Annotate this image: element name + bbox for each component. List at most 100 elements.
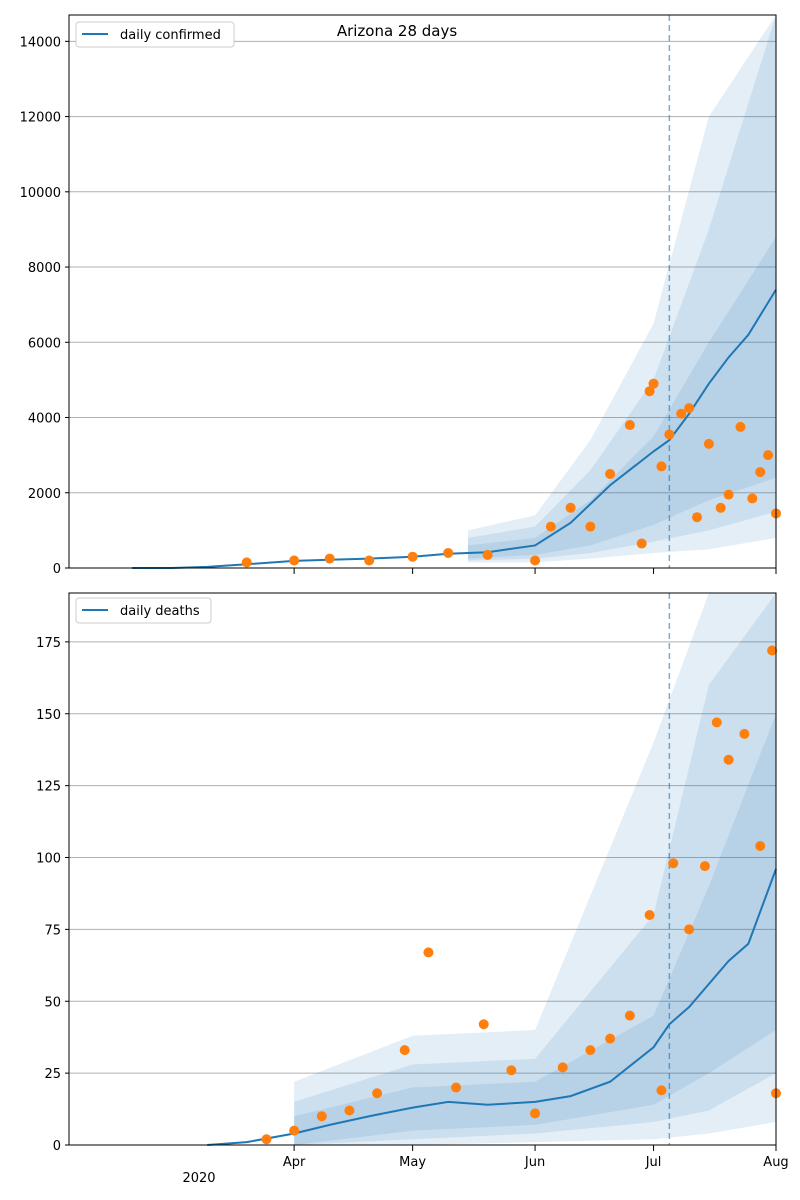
- data-point: [585, 521, 596, 532]
- bottom-frame: [68, 592, 777, 1146]
- bottom-legend: daily deaths: [75, 597, 212, 624]
- data-point: [664, 429, 675, 440]
- top-bands: [467, 15, 776, 563]
- data-point: [585, 1045, 596, 1056]
- ytick-label: 25: [44, 1067, 61, 1082]
- xtick-label: Apr: [283, 1155, 306, 1170]
- data-point: [506, 1065, 517, 1076]
- bottom-yticks: 0 25 50 75 100 125 150 175: [36, 636, 69, 1154]
- ytick-label: 14000: [20, 35, 61, 50]
- ytick-label: 175: [36, 636, 61, 651]
- ytick-label: 8000: [28, 261, 61, 276]
- ytick-label: 75: [44, 923, 61, 938]
- ytick-label: 4000: [28, 412, 61, 427]
- data-point: [605, 468, 616, 479]
- uncertainty-band: [467, 236, 776, 559]
- bottom-series-line: [207, 868, 777, 1146]
- bottom-panel: 0 25 50 75 100 125 150 175 Apr May Jun Jul Aug dail…: [36, 592, 789, 1186]
- data-point: [407, 551, 418, 562]
- top-panel: 0 2000 4000 6000 8000 10000 12000 14000 Arizona…: [20, 14, 781, 577]
- xtick-label: Jun: [524, 1155, 545, 1170]
- data-point: [711, 717, 722, 728]
- ytick-label: 125: [36, 780, 61, 795]
- data-point: [684, 403, 695, 414]
- data-point: [344, 1105, 355, 1116]
- bottom-xticks: Apr May Jun Jul Aug: [283, 1145, 789, 1170]
- data-point: [715, 502, 726, 513]
- top-legend: daily confirmed: [75, 21, 235, 48]
- data-point: [316, 1111, 327, 1122]
- data-point: [478, 1019, 489, 1030]
- data-point: [624, 420, 635, 431]
- data-point: [261, 1134, 272, 1145]
- data-point: [399, 1045, 410, 1056]
- data-point: [364, 555, 375, 566]
- data-point: [636, 538, 647, 549]
- data-point: [676, 408, 687, 419]
- ytick-label: 12000: [20, 111, 61, 126]
- data-point: [451, 1082, 462, 1093]
- data-point: [692, 512, 703, 523]
- top-series-line: [132, 289, 777, 569]
- data-point: [723, 489, 734, 500]
- uncertainty-band: [294, 713, 776, 1145]
- data-point: [699, 861, 710, 872]
- data-point: [703, 438, 714, 449]
- ytick-label: 0: [53, 1139, 61, 1154]
- data-point: [565, 502, 576, 513]
- ytick-label: 100: [36, 852, 61, 867]
- data-point: [241, 557, 252, 568]
- data-point: [763, 450, 774, 461]
- ytick-label: 10000: [20, 186, 61, 201]
- data-point: [605, 1033, 616, 1044]
- data-point: [624, 1010, 635, 1021]
- uncertainty-band: [294, 593, 776, 1145]
- ytick-label: 2000: [28, 487, 61, 502]
- top-points: [241, 378, 781, 568]
- data-point: [557, 1062, 568, 1073]
- data-point: [443, 547, 454, 558]
- bottom-legend-label: daily deaths: [120, 604, 200, 619]
- uncertainty-band: [467, 15, 776, 563]
- xtick-label: May: [399, 1155, 426, 1170]
- data-point: [482, 549, 493, 560]
- data-point: [735, 421, 746, 432]
- top-xticks: [293, 568, 777, 574]
- top-legend-label: daily confirmed: [120, 28, 221, 43]
- data-point: [668, 858, 679, 869]
- data-point: [372, 1088, 383, 1099]
- data-point: [747, 493, 758, 504]
- data-point: [767, 645, 778, 656]
- xtick-label: Aug: [763, 1155, 788, 1170]
- data-point: [530, 555, 541, 566]
- data-point: [648, 378, 659, 389]
- data-point: [723, 754, 734, 765]
- data-point: [289, 555, 300, 566]
- top-yticks: 0 2000 4000 6000 8000 10000 12000 14000: [20, 35, 69, 577]
- data-point: [755, 841, 766, 851]
- data-point: [644, 910, 655, 920]
- xtick-label: Jul: [645, 1155, 662, 1170]
- ytick-label: 150: [36, 708, 61, 723]
- data-point: [755, 467, 766, 478]
- uncertainty-band: [294, 593, 776, 1145]
- ytick-label: 0: [53, 562, 61, 577]
- data-point: [739, 728, 750, 739]
- data-point: [545, 521, 556, 532]
- data-point: [656, 1085, 667, 1096]
- year-label: 2020: [182, 1171, 215, 1186]
- bottom-bands: [294, 593, 776, 1145]
- data-point: [530, 1108, 541, 1119]
- ytick-label: 50: [44, 995, 61, 1010]
- top-frame: [68, 14, 777, 569]
- data-point: [684, 924, 695, 935]
- data-point: [644, 386, 655, 397]
- uncertainty-band: [467, 15, 776, 561]
- data-point: [656, 461, 667, 472]
- top-title: Arizona 28 days: [337, 22, 458, 40]
- data-point: [423, 947, 434, 958]
- data-point: [324, 553, 335, 564]
- data-point: [289, 1125, 300, 1136]
- ytick-label: 6000: [28, 336, 61, 351]
